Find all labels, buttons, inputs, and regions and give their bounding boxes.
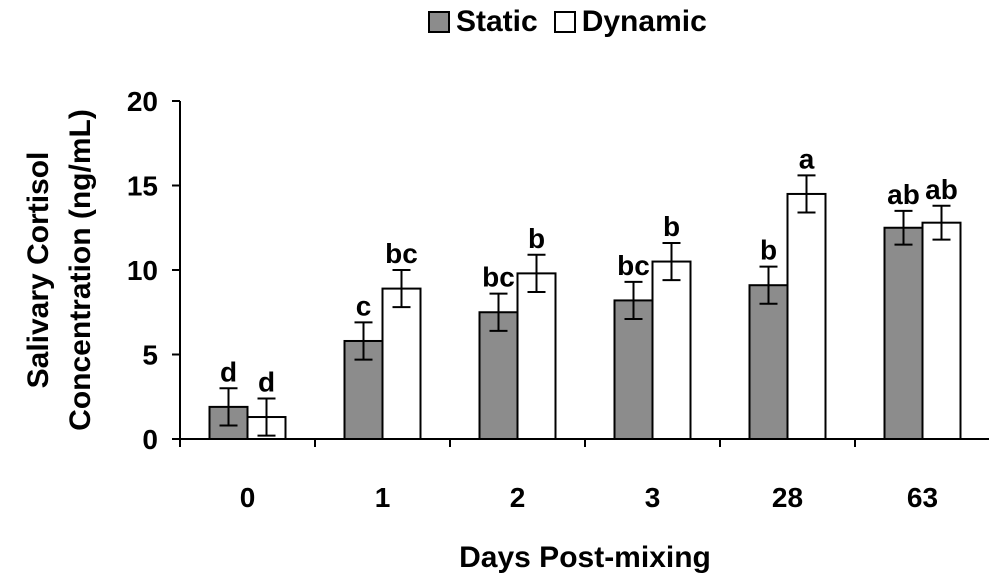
significance-label: bc bbox=[385, 238, 418, 269]
bar-dynamic bbox=[516, 272, 557, 440]
legend-swatch-dynamic bbox=[553, 11, 576, 33]
significance-label: bc bbox=[482, 262, 515, 293]
significance-label: ab bbox=[925, 174, 958, 205]
bar-static bbox=[748, 284, 789, 440]
bar-dynamic bbox=[651, 260, 692, 440]
legend-label-dynamic: Dynamic bbox=[581, 5, 707, 38]
bar-dynamic bbox=[381, 287, 422, 440]
significance-label: bc bbox=[617, 250, 650, 281]
significance-label: d bbox=[258, 366, 275, 397]
legend-item-static: Static bbox=[428, 5, 538, 39]
significance-label: b bbox=[663, 211, 680, 242]
y-tick-label: 10 bbox=[127, 255, 158, 286]
y-tick-label: 5 bbox=[142, 340, 158, 371]
bar-static bbox=[883, 226, 924, 440]
legend: Static Dynamic bbox=[428, 4, 723, 40]
significance-label: ab bbox=[887, 179, 920, 210]
x-tick-label: 1 bbox=[375, 482, 391, 513]
y-axis-title-line-2: Concentration (ng/mL) bbox=[64, 109, 97, 431]
bar-dynamic bbox=[921, 221, 962, 440]
y-axis-title-line-1: Salivary Cortisol bbox=[22, 152, 55, 389]
significance-label: b bbox=[528, 223, 545, 254]
bar-dynamic bbox=[786, 192, 827, 440]
x-tick-label: 63 bbox=[907, 482, 938, 513]
x-tick-label: 0 bbox=[240, 482, 256, 513]
y-tick-label: 0 bbox=[142, 424, 158, 455]
y-tick-label: 20 bbox=[127, 86, 158, 117]
x-tick-label: 3 bbox=[645, 482, 661, 513]
significance-label: d bbox=[220, 356, 237, 387]
bar-static bbox=[613, 299, 654, 441]
legend-swatch-static bbox=[428, 11, 450, 33]
significance-label: b bbox=[760, 235, 777, 266]
y-tick-label: 15 bbox=[127, 171, 158, 202]
legend-label-static: Static bbox=[456, 5, 538, 38]
significance-label: a bbox=[799, 143, 815, 174]
legend-item-dynamic: Dynamic bbox=[553, 5, 707, 39]
x-tick-label: 2 bbox=[510, 482, 526, 513]
significance-label: c bbox=[356, 290, 372, 321]
x-axis-title: Days Post-mixing bbox=[459, 541, 711, 574]
x-tick-label: 28 bbox=[772, 482, 803, 513]
